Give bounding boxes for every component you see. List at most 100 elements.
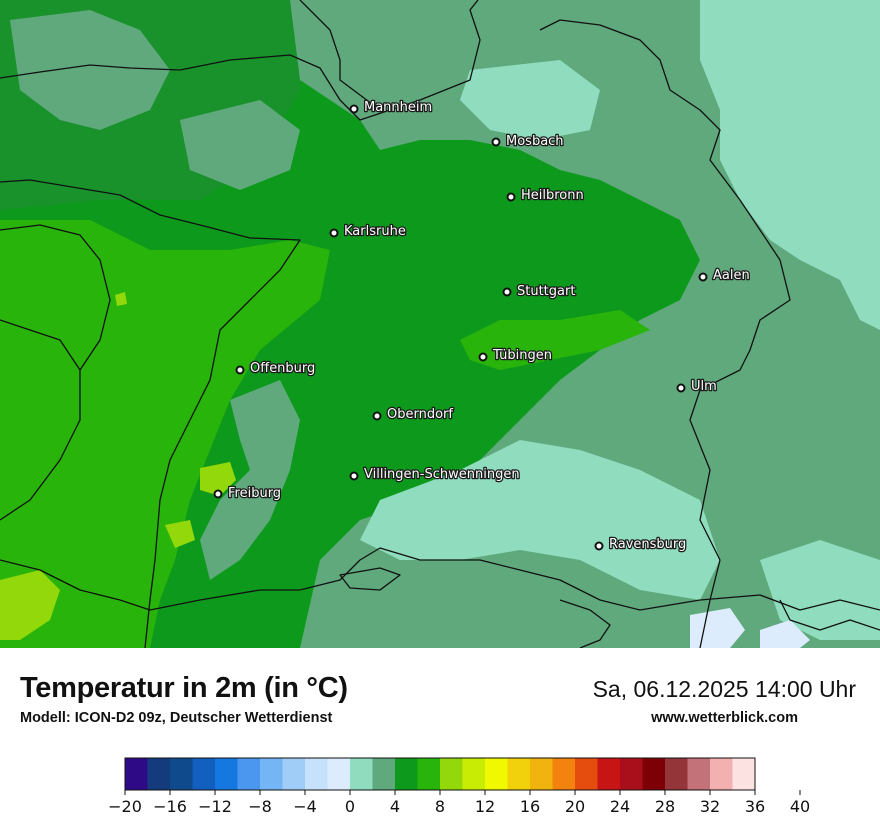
border-state-bavaria xyxy=(539,19,791,648)
legend-tick-label: −12 xyxy=(198,797,232,816)
legend-swatch xyxy=(350,758,373,790)
website-link[interactable]: www.wetterblick.com xyxy=(651,710,798,726)
legend-swatch xyxy=(372,758,396,790)
city-villingen-schwenningen[interactable]: Villingen-Schwenningen xyxy=(349,466,521,483)
city-markers: Mannheim Mosbach Heilbronn Karlsruhe Aal… xyxy=(213,99,751,553)
info-panel: Temperatur in 2m (in °C) Modell: ICON-D2… xyxy=(0,648,880,830)
border-southwest xyxy=(0,559,151,611)
city-ravensburg[interactable]: Ravensburg xyxy=(594,536,688,553)
city-ulm[interactable]: Ulm xyxy=(676,378,718,395)
city-label-karlsruhe: Karlsruhe xyxy=(344,224,406,239)
legend-swatch xyxy=(485,758,508,790)
border-austria xyxy=(779,599,880,631)
temp-zone-warm-1 xyxy=(0,570,60,640)
border-france xyxy=(0,179,301,648)
border-lorraine xyxy=(0,224,111,371)
legend-tick-label: 32 xyxy=(700,797,720,816)
temp-zone-alps-cold-2 xyxy=(760,620,810,648)
legend-tick-label: −16 xyxy=(153,797,187,816)
legend-tick-label: 28 xyxy=(655,797,675,816)
city-heilbronn[interactable]: Heilbronn xyxy=(506,187,585,204)
temp-zone-alps-cold xyxy=(690,608,745,648)
legend-tick-label: 16 xyxy=(520,797,540,816)
city-karlsruhe[interactable]: Karlsruhe xyxy=(329,223,407,240)
legend-tick-label: 12 xyxy=(475,797,495,816)
temp-zone-warm-4 xyxy=(115,292,127,306)
temp-zone-black-forest xyxy=(200,380,300,580)
legend-swatch xyxy=(170,758,193,790)
city-label-oberndorf: Oberndorf xyxy=(387,407,453,422)
city-mosbach[interactable]: Mosbach xyxy=(491,133,565,150)
legend-swatch xyxy=(575,758,598,790)
legend-swatch xyxy=(530,758,553,790)
city-label-mosbach: Mosbach xyxy=(506,134,564,149)
city-label-mannheim: Mannheim xyxy=(364,100,432,115)
legend-swatch xyxy=(260,758,283,790)
temp-zone-far-east xyxy=(700,0,880,330)
temp-zone-northwest-cool xyxy=(10,10,170,130)
legend-tick-label: −4 xyxy=(293,797,317,816)
city-mannheim[interactable]: Mannheim xyxy=(349,99,433,116)
temp-zone-neckar-valley xyxy=(460,310,650,370)
temperature-map[interactable]: Mannheim Mosbach Heilbronn Karlsruhe Aal… xyxy=(0,0,880,648)
legend-swatch xyxy=(395,758,418,790)
legend-tick-label: 24 xyxy=(610,797,630,816)
legend-tick-label: 0 xyxy=(345,797,355,816)
map-title: Temperatur in 2m (in °C) xyxy=(20,672,348,704)
border-state-north xyxy=(0,0,481,121)
borders xyxy=(0,0,880,648)
legend-swatch xyxy=(732,758,756,790)
legend-swatch xyxy=(462,758,486,790)
city-offenburg[interactable]: Offenburg xyxy=(235,360,317,377)
legend-tick-label: 20 xyxy=(565,797,585,816)
legend-tick-label: 4 xyxy=(390,797,400,816)
legend-swatch xyxy=(147,758,171,790)
border-state-hesse xyxy=(299,0,381,111)
city-label-freiburg: Freiburg xyxy=(228,486,281,501)
legend-swatch xyxy=(327,758,351,790)
legend-tick-label: −8 xyxy=(248,797,272,816)
forecast-datetime: Sa, 06.12.2025 14:00 Uhr xyxy=(592,676,856,702)
city-label-tuebingen: Tübingen xyxy=(492,348,552,363)
temp-zone-allgaeu xyxy=(760,540,880,640)
legend-swatch xyxy=(665,758,688,790)
legend-swatch xyxy=(125,758,148,790)
legend-swatch xyxy=(215,758,238,790)
city-oberndorf[interactable]: Oberndorf xyxy=(372,406,455,423)
temp-zone-hohenlohe xyxy=(460,60,600,140)
city-label-ravensburg: Ravensburg xyxy=(609,537,686,552)
legend-tick-label: 36 xyxy=(745,797,765,816)
border-lake-constance xyxy=(559,599,611,648)
city-label-heilbronn: Heilbronn xyxy=(521,188,584,203)
legend-swatch xyxy=(620,758,643,790)
legend-swatch xyxy=(440,758,463,790)
legend-swatch xyxy=(687,758,711,790)
city-stuttgart[interactable]: Stuttgart xyxy=(502,283,577,300)
border-alsace-west xyxy=(0,319,81,521)
legend-swatch xyxy=(417,758,441,790)
legend-swatch xyxy=(710,758,733,790)
legend-swatch xyxy=(642,758,666,790)
legend-swatch xyxy=(597,758,621,790)
legend-swatch xyxy=(507,758,531,790)
color-legend: −20 −16 −12 −8 −4 0 4 8 12 16 20 24 28 32 36 40 xyxy=(108,757,810,816)
city-freiburg[interactable]: Freiburg xyxy=(213,485,282,502)
city-aalen[interactable]: Aalen xyxy=(698,267,751,284)
city-label-stuttgart: Stuttgart xyxy=(517,284,575,299)
city-label-villingen-schwenningen: Villingen-Schwenningen xyxy=(364,467,520,482)
city-label-ulm: Ulm xyxy=(691,379,717,394)
model-source: Modell: ICON-D2 09z, Deutscher Wetterdie… xyxy=(20,710,333,726)
border-switzerland xyxy=(149,547,880,611)
temp-zone-rhine-valley xyxy=(0,220,330,648)
legend-tick-label: 8 xyxy=(435,797,445,816)
legend-swatches xyxy=(125,758,756,790)
city-label-offenburg: Offenburg xyxy=(250,361,315,376)
temp-zone-warm-2 xyxy=(200,462,236,496)
legend-swatch xyxy=(282,758,306,790)
legend-tick-label: −20 xyxy=(108,797,142,816)
city-tuebingen[interactable]: Tübingen xyxy=(478,347,553,364)
temp-zone-warm-3 xyxy=(165,520,195,548)
legend-swatch xyxy=(552,758,576,790)
legend-ticks: −20 −16 −12 −8 −4 0 4 8 12 16 20 24 28 32 36 40 xyxy=(108,790,810,816)
legend-swatch xyxy=(237,758,261,790)
